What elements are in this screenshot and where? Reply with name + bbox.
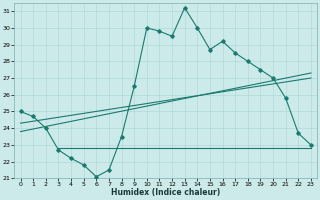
X-axis label: Humidex (Indice chaleur): Humidex (Indice chaleur) <box>111 188 220 197</box>
